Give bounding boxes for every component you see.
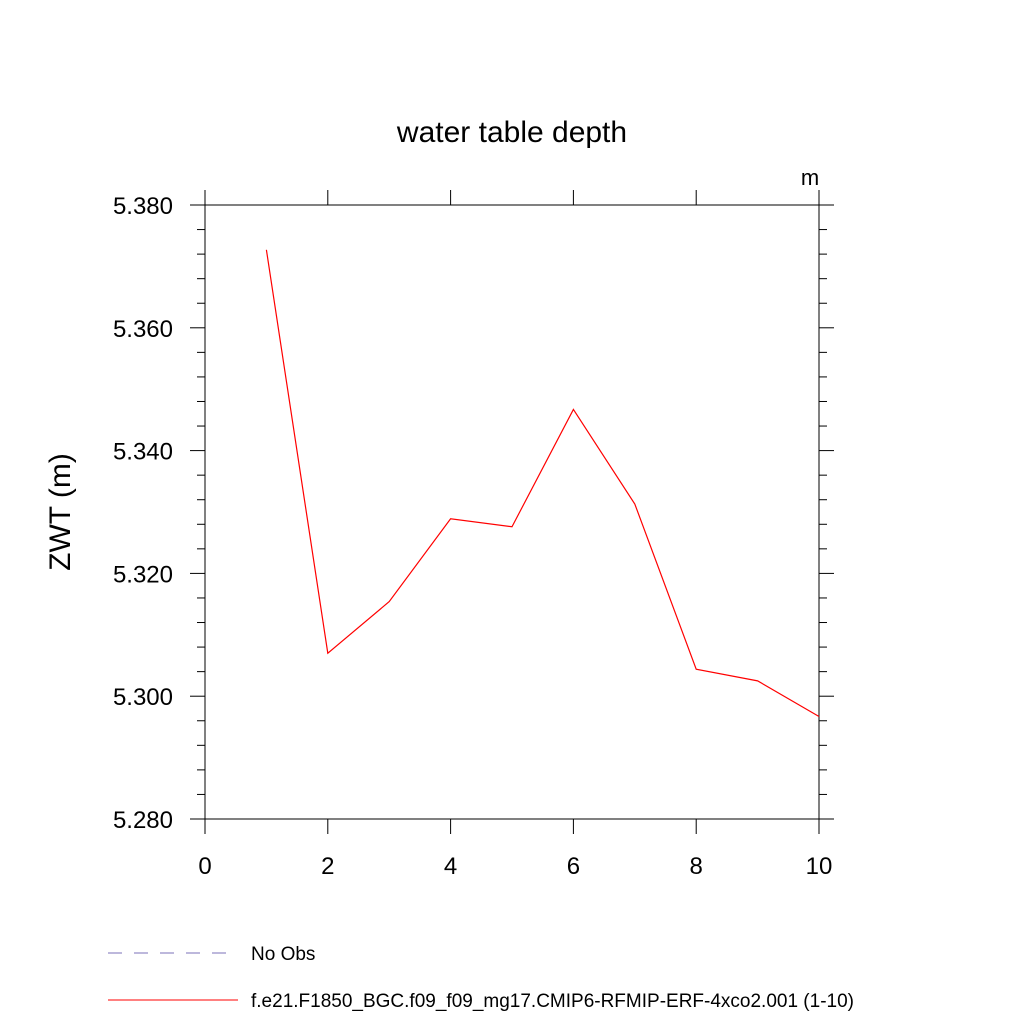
legend: No Obs f.e21.F1850_BGC.f09_f09_mg17.CMIP… <box>108 944 854 1012</box>
series-layer <box>265 249 820 717</box>
plot-axes <box>204 204 820 820</box>
units-label: m <box>801 165 819 190</box>
legend-label-no-obs: No Obs <box>251 944 315 965</box>
x-tick-label: 8 <box>690 853 703 880</box>
x-tick-label: 6 <box>567 853 580 880</box>
y-tick-label: 5.280 <box>113 807 173 834</box>
plot-frame <box>204 204 820 820</box>
x-tick-label: 4 <box>444 853 457 880</box>
y-tick-label: 5.360 <box>113 316 173 343</box>
x-tick-label: 10 <box>806 853 833 880</box>
y-tick-label: 5.320 <box>113 561 173 588</box>
y-axis-label: ZWT (m) <box>44 453 77 571</box>
x-tick-label: 0 <box>198 853 211 880</box>
y-tick-label: 5.300 <box>113 684 173 711</box>
y-tick-label: 5.380 <box>113 193 173 220</box>
chart-title: water table depth <box>396 116 627 149</box>
x-tick-label: 2 <box>321 853 334 880</box>
y-tick-label: 5.340 <box>113 439 173 466</box>
series-line-0 <box>265 249 820 717</box>
axis-ticks: 0 2 4 6 8 10 5.280 5.300 5.320 5.340 5.360 5.380 <box>113 190 834 880</box>
legend-label-model-run: f.e21.F1850_BGC.f09_f09_mg17.CMIP6-RFMIP… <box>251 991 854 1012</box>
